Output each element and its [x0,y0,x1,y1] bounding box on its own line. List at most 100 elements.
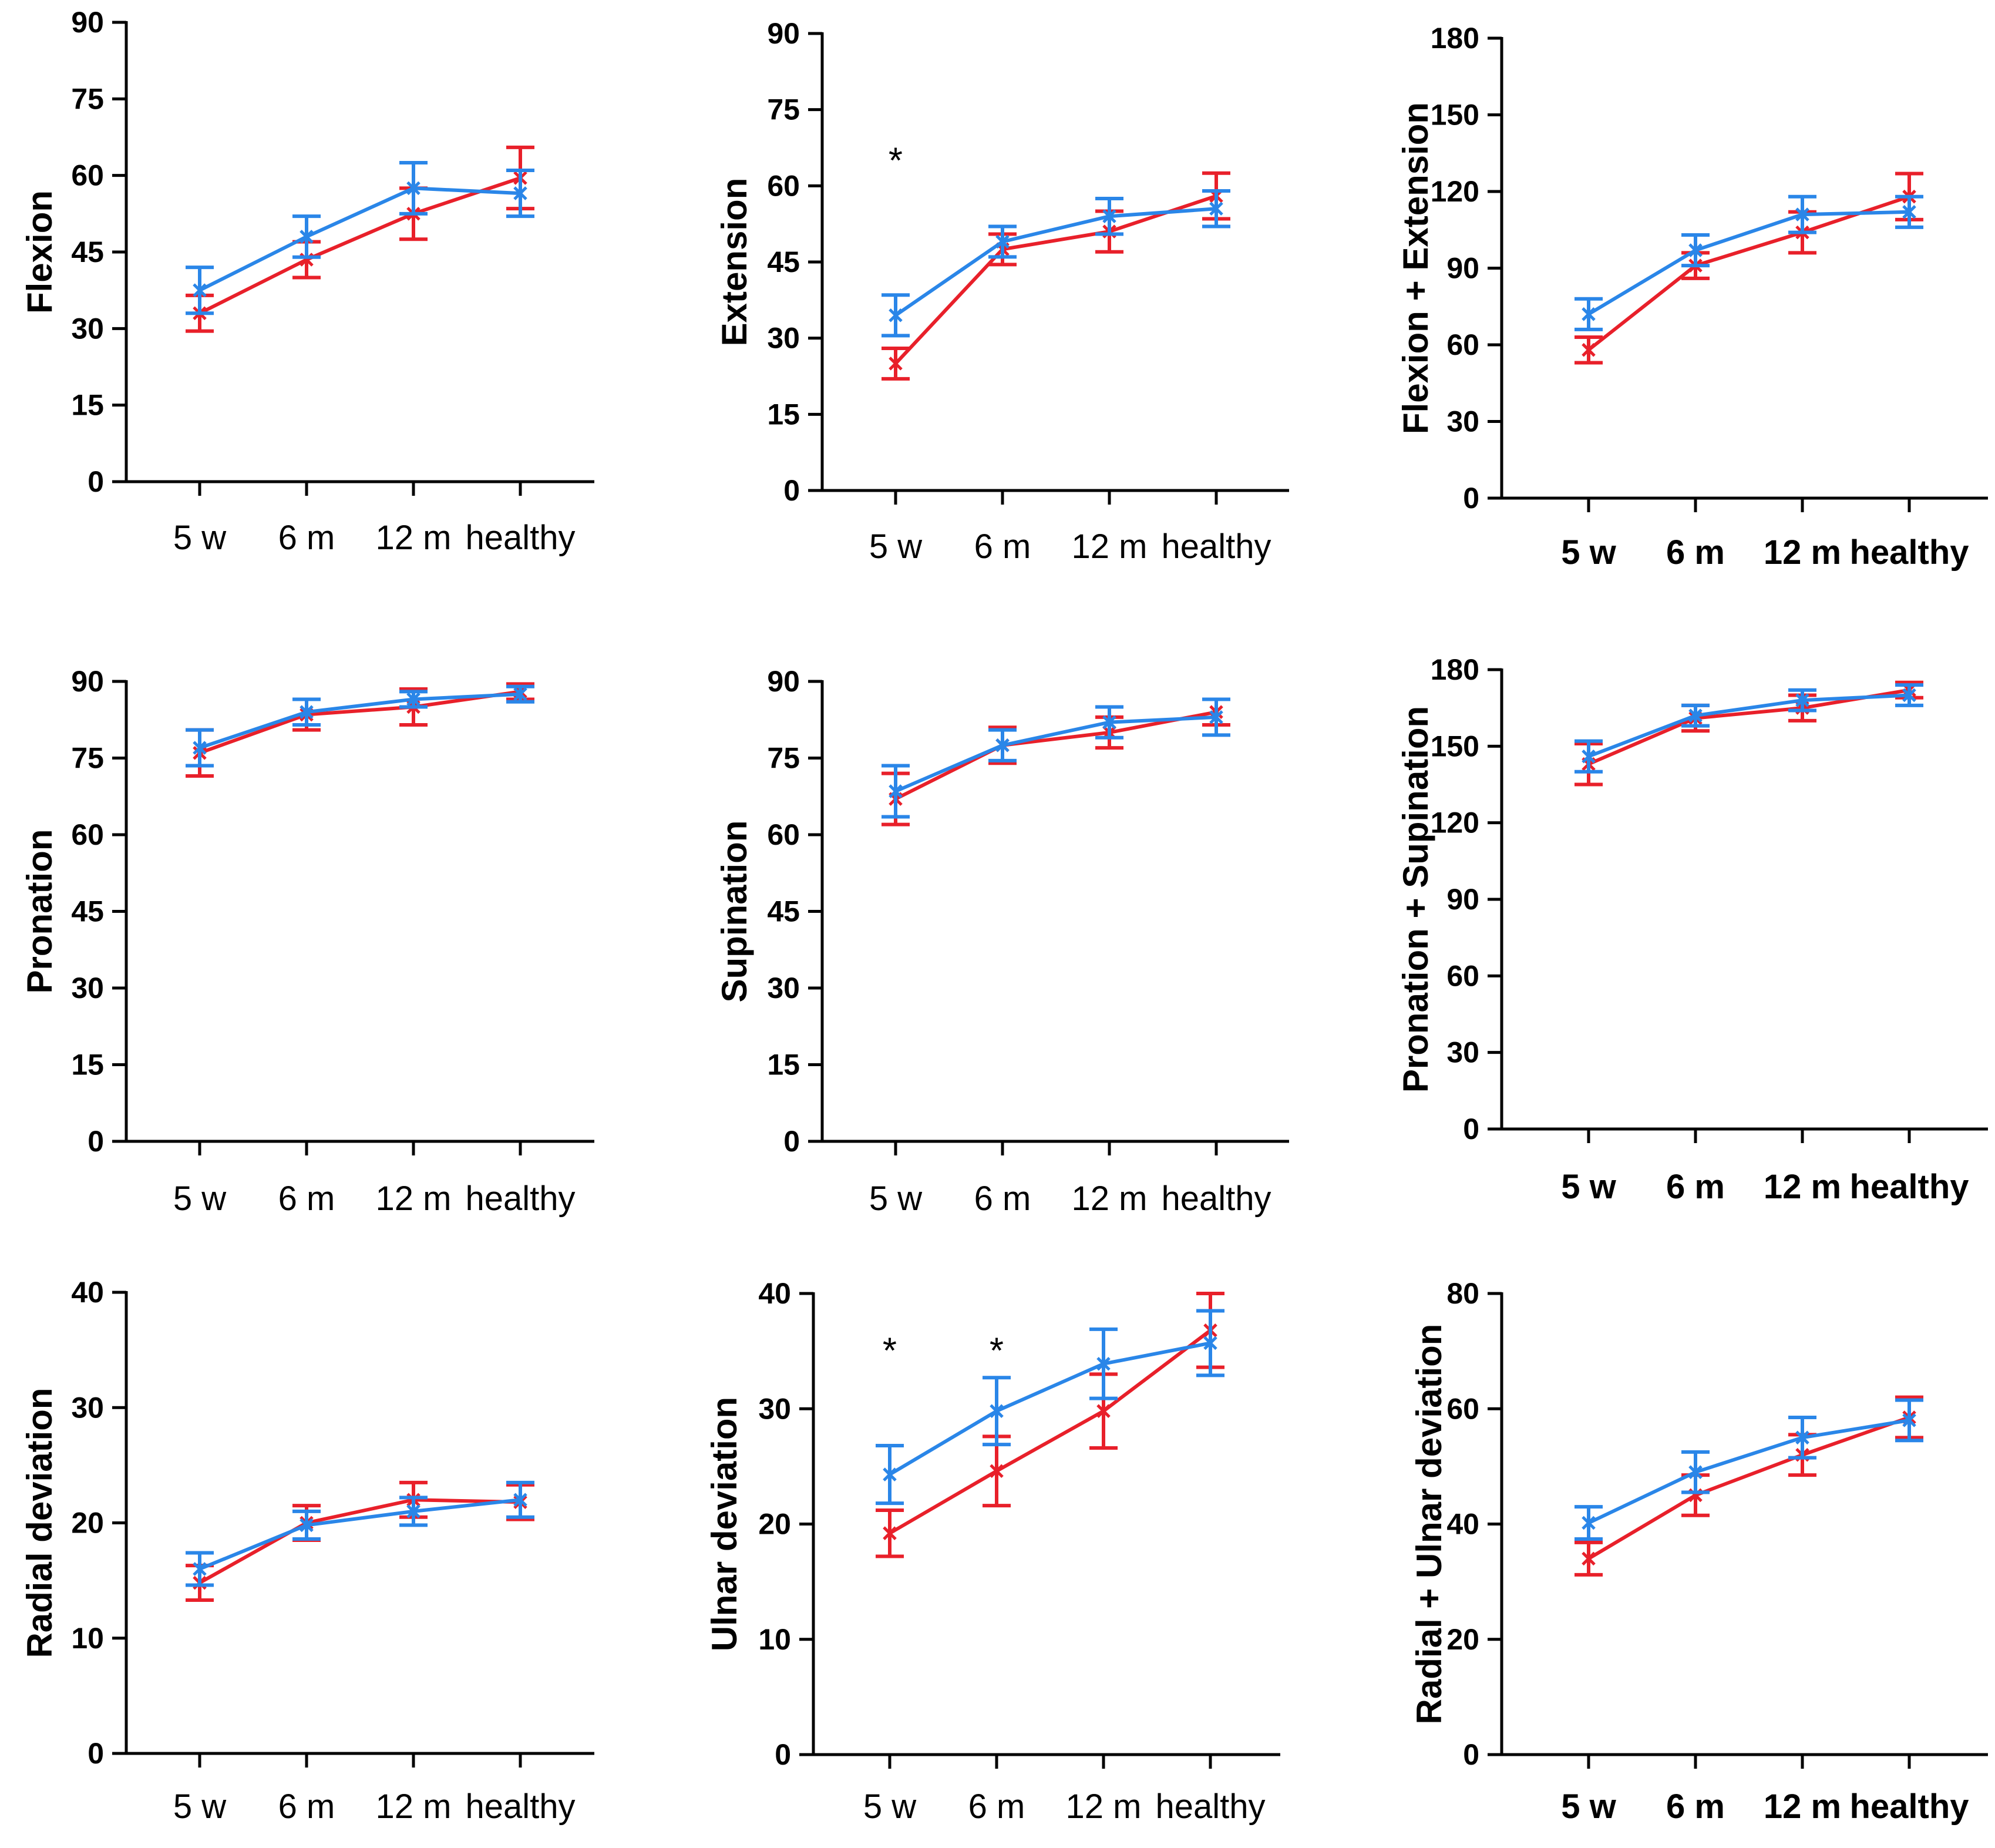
y-tick-label: 120 [1431,175,1479,208]
y-axis-title: Pronation + Supination [1396,706,1435,1093]
y-tick-label: 90 [767,665,800,698]
x-tick-label: healthy [465,519,575,557]
series-blue [186,684,534,768]
y-axis-title: Radial deviation [20,1387,59,1658]
series-line [1587,693,1910,758]
series-line [894,194,1217,365]
data-point-cross [1203,1336,1217,1350]
data-point-cross [1795,207,1809,221]
data-point-cross [193,283,207,297]
chart-panel-1: 0 15 30 45 60 75 90 5 w 6 m 12 m healthy Flexion [20,6,594,557]
data-point-cross [1582,342,1596,357]
y-tick-label: 150 [1431,99,1479,132]
data-point-cross [406,181,420,196]
data-point-cross [1102,209,1116,223]
y-tick-label: 90 [71,665,104,698]
chart-panel-9: 0 20 40 60 80 5 w 6 m 12 m healthy Radial + Ulnar… [1409,1277,1988,1826]
y-tick-label: 20 [1446,1623,1479,1656]
significance-star: * [883,1330,897,1371]
x-tick-label: 5 w [1561,533,1616,572]
data-point-cross [300,230,314,244]
y-axis-title: Pronation [20,829,59,994]
y-tick-label: 20 [71,1507,104,1540]
x-tick-label: 6 m [974,1180,1031,1218]
series-blue [1575,194,1923,331]
x-tick-label: healthy [1155,1787,1265,1826]
series-red [186,1480,534,1602]
y-tick-label: 40 [71,1276,104,1309]
y-axis-title: Supination [715,821,754,1003]
y-axis-title: Flexion [20,190,59,314]
y-tick-label: 0 [1463,1113,1479,1145]
x-tick-label: 5 w [869,1180,923,1218]
data-point-cross [1582,749,1596,764]
series-blue [186,1480,534,1587]
series-line [889,1341,1211,1476]
series-line [1587,1418,1910,1525]
y-tick-label: 45 [71,236,104,268]
x-tick-label: 5 w [173,519,227,557]
data-point-cross [406,692,420,707]
data-point-cross [1688,243,1703,257]
series-line [199,176,521,315]
series-line [889,1329,1212,1535]
x-tick-label: healthy [1849,1168,1969,1206]
y-axis-title: Ulnar deviation [705,1397,744,1651]
x-tick-label: 6 m [278,1180,335,1218]
data-point-cross [1688,1465,1703,1479]
x-tick-label: healthy [465,1787,575,1826]
y-tick-label: 45 [767,895,800,928]
x-tick-label: 6 m [968,1787,1025,1826]
x-tick-label: 5 w [863,1787,917,1826]
series-red [1575,1395,1923,1577]
data-point-cross [1902,1413,1916,1427]
y-tick-label: 60 [71,159,104,192]
data-point-cross [995,738,1010,752]
x-tick-label: 12 m [1764,1168,1841,1206]
series-line [199,692,521,750]
x-tick-label: 5 w [869,527,923,566]
y-tick-label: 45 [71,895,104,928]
data-point-cross [990,1464,1004,1478]
series-line [1587,210,1910,316]
y-tick-label: 40 [1446,1508,1479,1541]
y-tick-label: 30 [71,972,104,1004]
chart-panel-5: 0 15 30 45 60 75 90 5 w 6 m 12 m healthy Supination [715,665,1289,1218]
x-tick-label: 12 m [376,1180,452,1218]
series-red [1575,172,1923,365]
y-tick-label: 15 [71,1049,104,1081]
data-point-cross [889,784,903,798]
series-blue [1575,1398,1923,1541]
data-point-cross [883,1526,897,1540]
y-tick-label: 90 [1446,883,1479,916]
y-tick-label: 60 [767,169,800,202]
data-point-cross [513,186,527,200]
y-tick-label: 15 [71,389,104,422]
y-axis-title: Extension [715,178,754,347]
y-tick-label: 10 [758,1623,791,1656]
series-line [1587,194,1910,352]
x-tick-label: 6 m [278,1787,335,1826]
data-point-cross [1582,307,1596,321]
data-point-cross [1096,1404,1111,1418]
x-tick-label: healthy [1161,1180,1271,1218]
series-line [894,710,1217,801]
data-point-cross [889,357,903,371]
x-tick-label: 12 m [1072,527,1148,566]
x-tick-label: 12 m [376,519,452,557]
x-tick-label: 12 m [1764,1787,1841,1826]
chart-panel-3: 0 30 60 90 120 150 180 5 w 6 m 12 m healthy Flexion… [1396,22,1988,572]
data-point-cross [1688,708,1703,723]
x-tick-label: healthy [1849,1787,1969,1826]
data-point-cross [1582,1516,1596,1530]
series-blue [1575,683,1923,774]
y-tick-label: 0 [783,1125,800,1158]
y-tick-label: 60 [1446,1392,1479,1425]
data-point-cross [883,1467,897,1481]
series-line [1587,1416,1910,1560]
data-point-cross [193,1562,207,1576]
series-blue [882,697,1230,819]
data-point-cross [1795,1430,1809,1445]
chart-panel-4: 0 15 30 45 60 75 90 5 w 6 m 12 m healthy Pronation [20,665,594,1218]
y-axis-title: Flexion + Extension [1396,102,1435,434]
